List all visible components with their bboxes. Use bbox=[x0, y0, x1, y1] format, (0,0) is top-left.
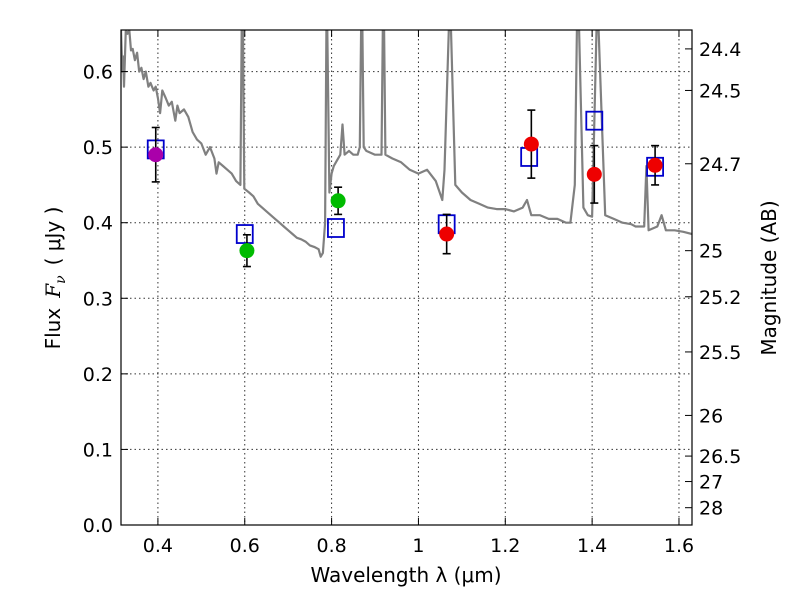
observed-flux-point bbox=[523, 136, 539, 152]
observed-flux-point bbox=[586, 166, 602, 182]
plot-frame bbox=[120, 29, 693, 526]
y-axis-label: FluxFν( μJy ) bbox=[41, 207, 69, 350]
observed-flux-points bbox=[148, 136, 663, 259]
x-tick-label: 1.4 bbox=[577, 535, 607, 557]
observed-flux-point bbox=[148, 147, 164, 163]
observed-flux-point bbox=[439, 226, 455, 242]
observed-flux-point bbox=[647, 157, 663, 173]
y-right-tick-label: 28 bbox=[699, 498, 723, 520]
y-right-tick-label: 24.5 bbox=[699, 80, 741, 102]
x-tick-label: 1 bbox=[412, 535, 424, 557]
model-spectrum-line bbox=[121, 30, 692, 258]
y-tick-label: 0.6 bbox=[83, 62, 113, 84]
y-tick-label: 0.1 bbox=[83, 439, 113, 461]
y-tick-label: 0.2 bbox=[83, 364, 113, 386]
y-tick-label: 0.0 bbox=[83, 515, 113, 537]
y-right-tick-label: 25 bbox=[699, 241, 723, 263]
y-right-tick-label: 25.2 bbox=[699, 287, 741, 309]
y-right-tick-label: 25.5 bbox=[699, 342, 741, 364]
observed-flux-point bbox=[239, 243, 255, 259]
y-tick-label: 0.4 bbox=[83, 213, 113, 235]
y-right-tick-label: 26.5 bbox=[699, 446, 741, 468]
x-tick-label: 0.8 bbox=[316, 535, 346, 557]
x-tick-label: 1.6 bbox=[664, 535, 694, 557]
axis-ticks: 0.4 0.6 0.8 1 1.2 1.4 1.6 0.0 0.1 0.2 0.3 0.4 0.5 0.6… bbox=[83, 30, 741, 557]
y-tick-label: 0.5 bbox=[83, 137, 113, 159]
x-tick-label: 0.6 bbox=[230, 535, 260, 557]
y-tick-label: 0.3 bbox=[83, 288, 113, 310]
plot-area bbox=[121, 30, 692, 268]
x-axis-label: Wavelength λ (μm) bbox=[310, 563, 501, 587]
y-right-tick-label: 26 bbox=[699, 405, 723, 427]
y-right-tick-label: 24.7 bbox=[699, 154, 741, 176]
y-right-axis-label: Magnitude (AB) bbox=[757, 200, 781, 355]
y-right-tick-label: 24.4 bbox=[699, 39, 741, 61]
x-tick-label: 1.2 bbox=[490, 535, 520, 557]
model-photometry-square bbox=[235, 224, 254, 244]
y-right-tick-label: 27 bbox=[699, 472, 723, 494]
model-photometry-square bbox=[327, 218, 345, 238]
x-tick-label: 0.4 bbox=[143, 535, 173, 557]
model-photometry-square bbox=[585, 110, 604, 131]
grid-lines bbox=[121, 30, 692, 526]
observed-flux-point bbox=[330, 193, 346, 209]
model-photometry-squares bbox=[146, 110, 664, 244]
